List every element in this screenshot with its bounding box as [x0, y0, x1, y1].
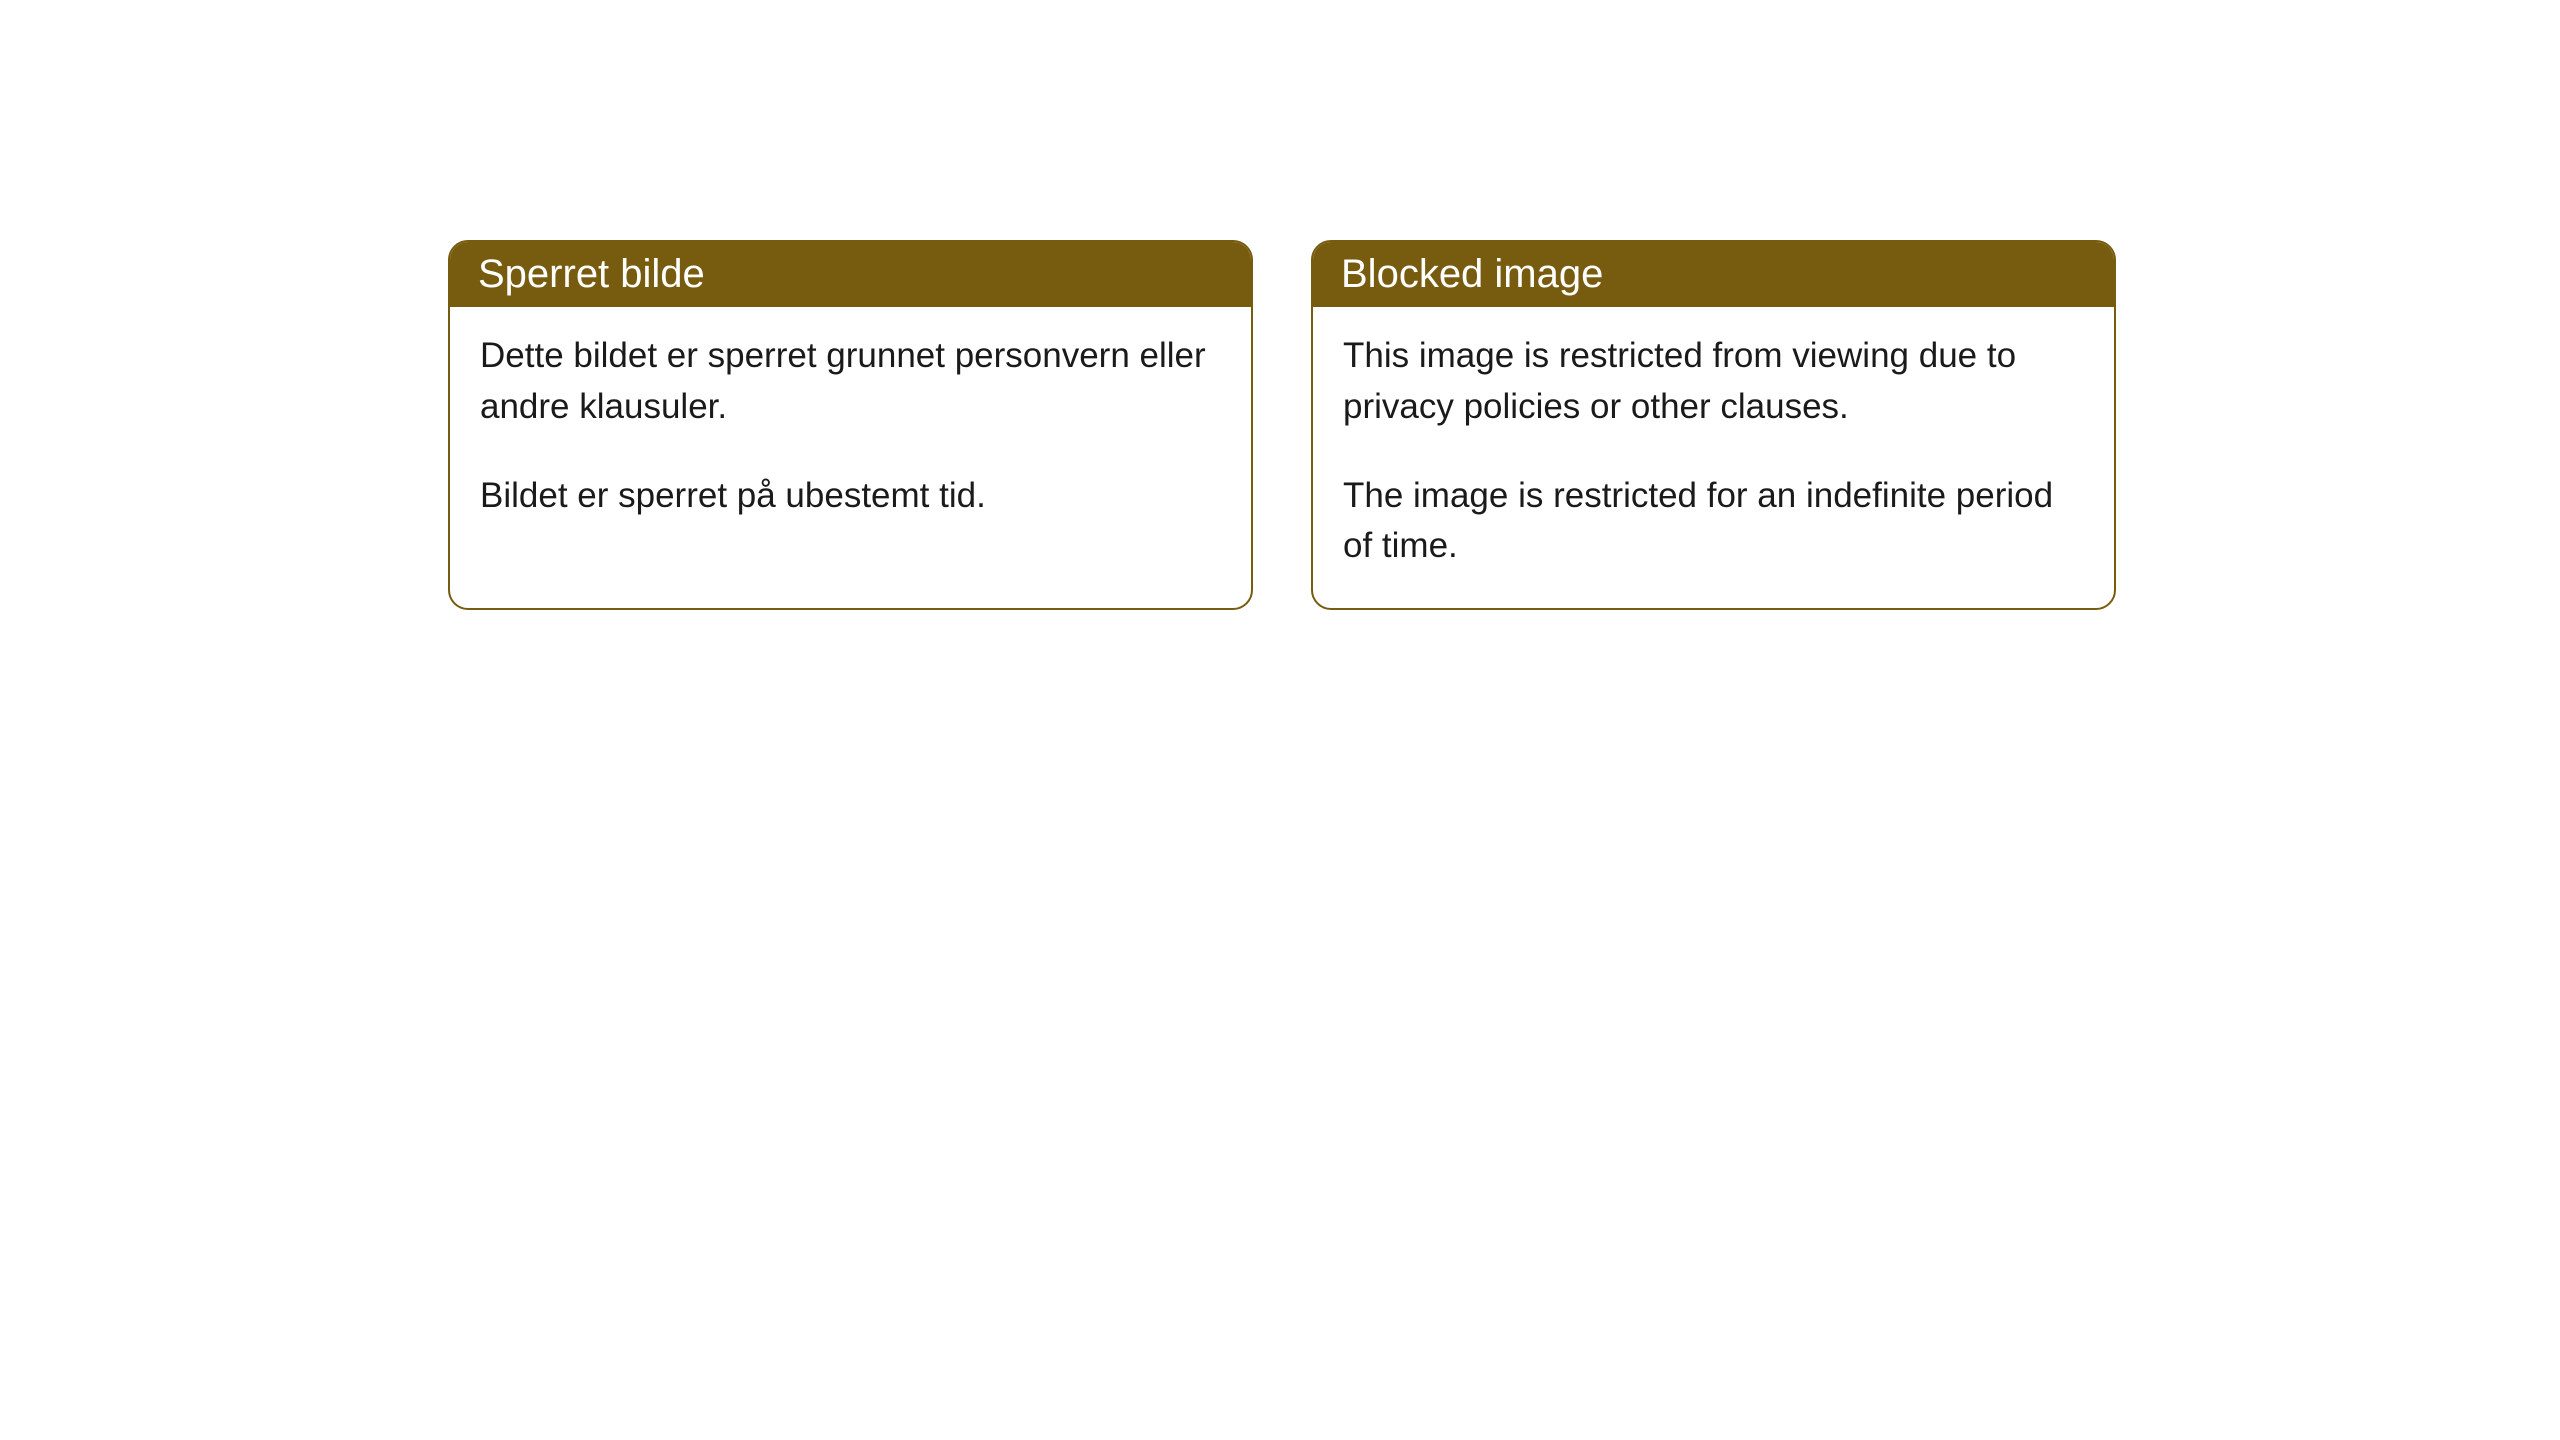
card-header-right: Blocked image — [1313, 242, 2114, 307]
card-header-left: Sperret bilde — [450, 242, 1251, 307]
card-right-para2: The image is restricted for an indefinit… — [1343, 471, 2084, 573]
blocked-image-card-english: Blocked image This image is restricted f… — [1311, 240, 2116, 610]
card-right-para1: This image is restricted from viewing du… — [1343, 331, 2084, 433]
card-body-right: This image is restricted from viewing du… — [1313, 307, 2114, 608]
notice-cards-container: Sperret bilde Dette bildet er sperret gr… — [448, 240, 2116, 610]
blocked-image-card-norwegian: Sperret bilde Dette bildet er sperret gr… — [448, 240, 1253, 610]
card-left-para2: Bildet er sperret på ubestemt tid. — [480, 471, 1221, 522]
card-body-left: Dette bildet er sperret grunnet personve… — [450, 307, 1251, 557]
card-left-para1: Dette bildet er sperret grunnet personve… — [480, 331, 1221, 433]
